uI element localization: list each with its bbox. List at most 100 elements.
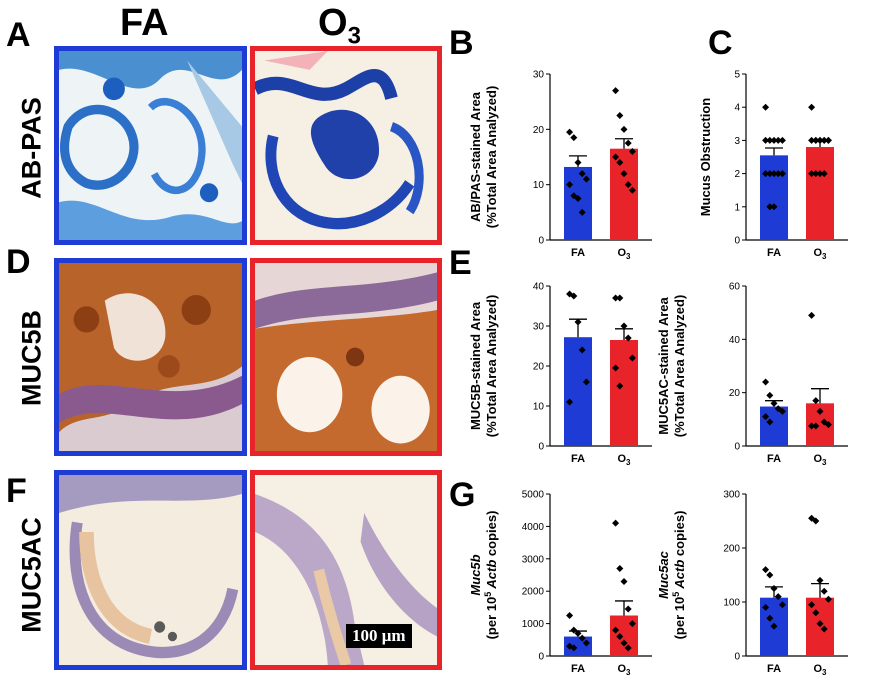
data-point [766, 203, 774, 211]
data-point [762, 413, 770, 421]
y-tick-label: 1000 [522, 619, 545, 630]
data-point [774, 136, 782, 144]
x-tick-label: O3 [813, 663, 827, 677]
data-point [624, 644, 632, 652]
data-point [612, 626, 620, 634]
data-point [566, 398, 574, 406]
data-point [770, 622, 778, 630]
data-point [628, 354, 636, 362]
data-point [620, 125, 628, 133]
y-tick-label: 2 [734, 169, 740, 180]
data-point [762, 566, 770, 574]
data-point [820, 418, 828, 426]
bar-o3 [806, 147, 834, 240]
y-tick-label: 0 [734, 652, 740, 663]
row-label-muc5b: MUC5B [16, 309, 47, 407]
panel-label-f: F [6, 472, 27, 510]
scale-bar: 100 μm [346, 624, 412, 648]
y-axis-label-line2: (%Total Area Analyzed) [484, 86, 499, 229]
y-axis-label: MUC5B-stained Area (%Total Area Analyzed) [468, 295, 499, 438]
x-tick-label: FA [767, 663, 781, 675]
column-header-o3: O3 [318, 2, 361, 50]
micrograph-ab-pas-o3 [250, 46, 442, 245]
data-point [770, 136, 778, 144]
data-point [778, 136, 786, 144]
data-point [566, 642, 574, 650]
data-point [812, 136, 820, 144]
panel-label-a: A [6, 16, 31, 54]
data-point [766, 571, 774, 579]
data-point [578, 208, 586, 216]
x-tick-label: FA [767, 453, 781, 465]
data-point [566, 128, 574, 136]
y-tick-label: 40 [729, 335, 741, 346]
row-label-muc5ac: MUC5AC [16, 517, 47, 633]
x-tick-label: O3 [617, 663, 631, 677]
data-point [570, 644, 578, 652]
data-point [578, 170, 586, 178]
data-point [624, 334, 632, 342]
data-point [766, 170, 774, 178]
column-header-fa: FA [120, 2, 169, 44]
data-point [570, 292, 578, 300]
micrograph-ab-pas-fa [54, 46, 247, 245]
data-point [612, 294, 620, 302]
y-axis-label-line1: Mucus Obstruction [698, 98, 713, 217]
y-tick-label: 100 [723, 598, 740, 609]
data-point [582, 378, 590, 386]
data-point [616, 565, 624, 573]
data-point [620, 639, 628, 647]
chart-g-muc5b: 0 1000 2000 3000 4000 5000 FA O3 Muc5b (per 105 A… [466, 484, 652, 680]
data-point [624, 605, 632, 613]
data-point [582, 639, 590, 647]
x-tick-label: FA [767, 247, 781, 259]
micrograph-muc5b-o3 [250, 258, 442, 456]
data-point [824, 136, 832, 144]
y-axis-label-gene: Muc5b [468, 554, 483, 595]
y-axis-label-gene: Muc5ac [656, 550, 671, 598]
y-tick-label: 0 [538, 652, 544, 663]
data-point [762, 170, 770, 178]
data-point [766, 136, 774, 144]
y-tick-label: 20 [729, 388, 741, 399]
y-tick-label: 0 [734, 442, 740, 453]
data-point [574, 629, 582, 637]
y-tick-label: 300 [723, 490, 740, 501]
y-axis-label-line1: MUC5AC-stained Area [656, 296, 671, 434]
micrograph-muc5b-fa [54, 258, 247, 456]
micrograph-muc5ac-fa [54, 470, 247, 670]
data-point [620, 577, 628, 585]
data-point [778, 407, 786, 415]
data-point [774, 405, 782, 413]
y-axis-label: Mucus Obstruction [698, 98, 713, 217]
data-point [570, 134, 578, 142]
data-point [778, 601, 786, 609]
data-point [812, 422, 820, 430]
data-point [574, 195, 582, 202]
data-point [612, 87, 620, 95]
bar-fa [760, 155, 788, 240]
data-point [820, 170, 828, 178]
data-point [566, 612, 574, 619]
y-tick-label: 20 [533, 125, 545, 136]
data-point [628, 147, 636, 155]
data-point [820, 625, 828, 633]
data-point [762, 378, 770, 386]
y-tick-label: 4 [734, 103, 740, 114]
y-axis-label: Muc5b(per 105 Actb copies) [468, 511, 499, 640]
y-tick-label: 3 [734, 136, 740, 147]
data-point [812, 609, 820, 617]
chart-e-muc5ac: 0 20 40 60 FA O3 MUC5AC-stained Area (%Total Ar… [656, 280, 856, 480]
data-point [770, 203, 778, 211]
data-point [820, 587, 828, 595]
data-point [762, 603, 770, 611]
data-point [612, 519, 620, 527]
data-point [816, 407, 824, 415]
y-axis-label-units: (per 105 Actb copies) [671, 511, 687, 640]
data-point [808, 311, 816, 319]
micrograph-muc5ac-o3 [250, 470, 442, 670]
y-tick-label: 30 [533, 70, 545, 81]
data-point [612, 364, 620, 372]
data-point [616, 112, 624, 119]
chart-c: 0 1 2 3 4 5 FA O3 Mucus Obstruction [698, 62, 856, 282]
